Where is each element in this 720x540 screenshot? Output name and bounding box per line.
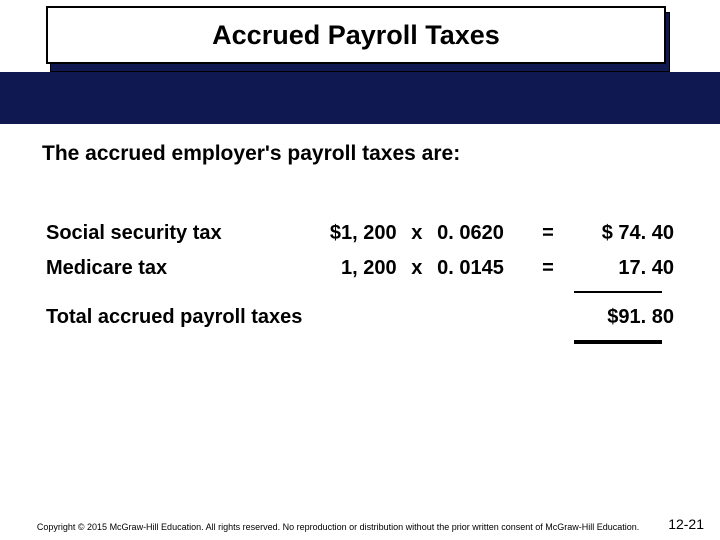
row-rate: 0. 0145 — [433, 251, 537, 286]
copyright-text: Copyright © 2015 McGraw-Hill Education. … — [16, 522, 660, 532]
total-result: $91. 80 — [559, 298, 678, 335]
row-eq: = — [537, 251, 559, 286]
table-row: Social security tax $1, 200 x 0. 0620 = … — [42, 216, 678, 251]
total-label: Total accrued payroll taxes — [42, 298, 559, 335]
row-label: Social security tax — [42, 216, 307, 251]
title-region: Accrued Payroll Taxes — [0, 0, 720, 72]
row-label: Medicare tax — [42, 251, 307, 286]
double-rule — [574, 340, 662, 344]
row-times: x — [401, 251, 434, 286]
total-row: Total accrued payroll taxes $91. 80 — [42, 298, 678, 335]
content-area: The accrued employer's payroll taxes are… — [0, 124, 720, 347]
slide-title: Accrued Payroll Taxes — [212, 20, 500, 51]
row-rate: 0. 0620 — [433, 216, 537, 251]
row-result: $ 74. 40 — [559, 216, 678, 251]
table-row: Medicare tax 1, 200 x 0. 0145 = 17. 40 — [42, 251, 678, 286]
header-band — [0, 72, 720, 124]
single-rule — [574, 291, 662, 293]
footer: Copyright © 2015 McGraw-Hill Education. … — [0, 516, 720, 532]
calc-table: Social security tax $1, 200 x 0. 0620 = … — [42, 216, 678, 347]
row-times: x — [401, 216, 434, 251]
title-box: Accrued Payroll Taxes — [46, 6, 666, 64]
page-number: 12-21 — [660, 516, 704, 532]
row-base: 1, 200 — [307, 251, 400, 286]
row-eq: = — [537, 216, 559, 251]
rule-row — [42, 335, 678, 347]
intro-text: The accrued employer's payroll taxes are… — [42, 142, 678, 166]
row-base: $1, 200 — [307, 216, 400, 251]
rule-row — [42, 286, 678, 298]
row-result: 17. 40 — [559, 251, 678, 286]
